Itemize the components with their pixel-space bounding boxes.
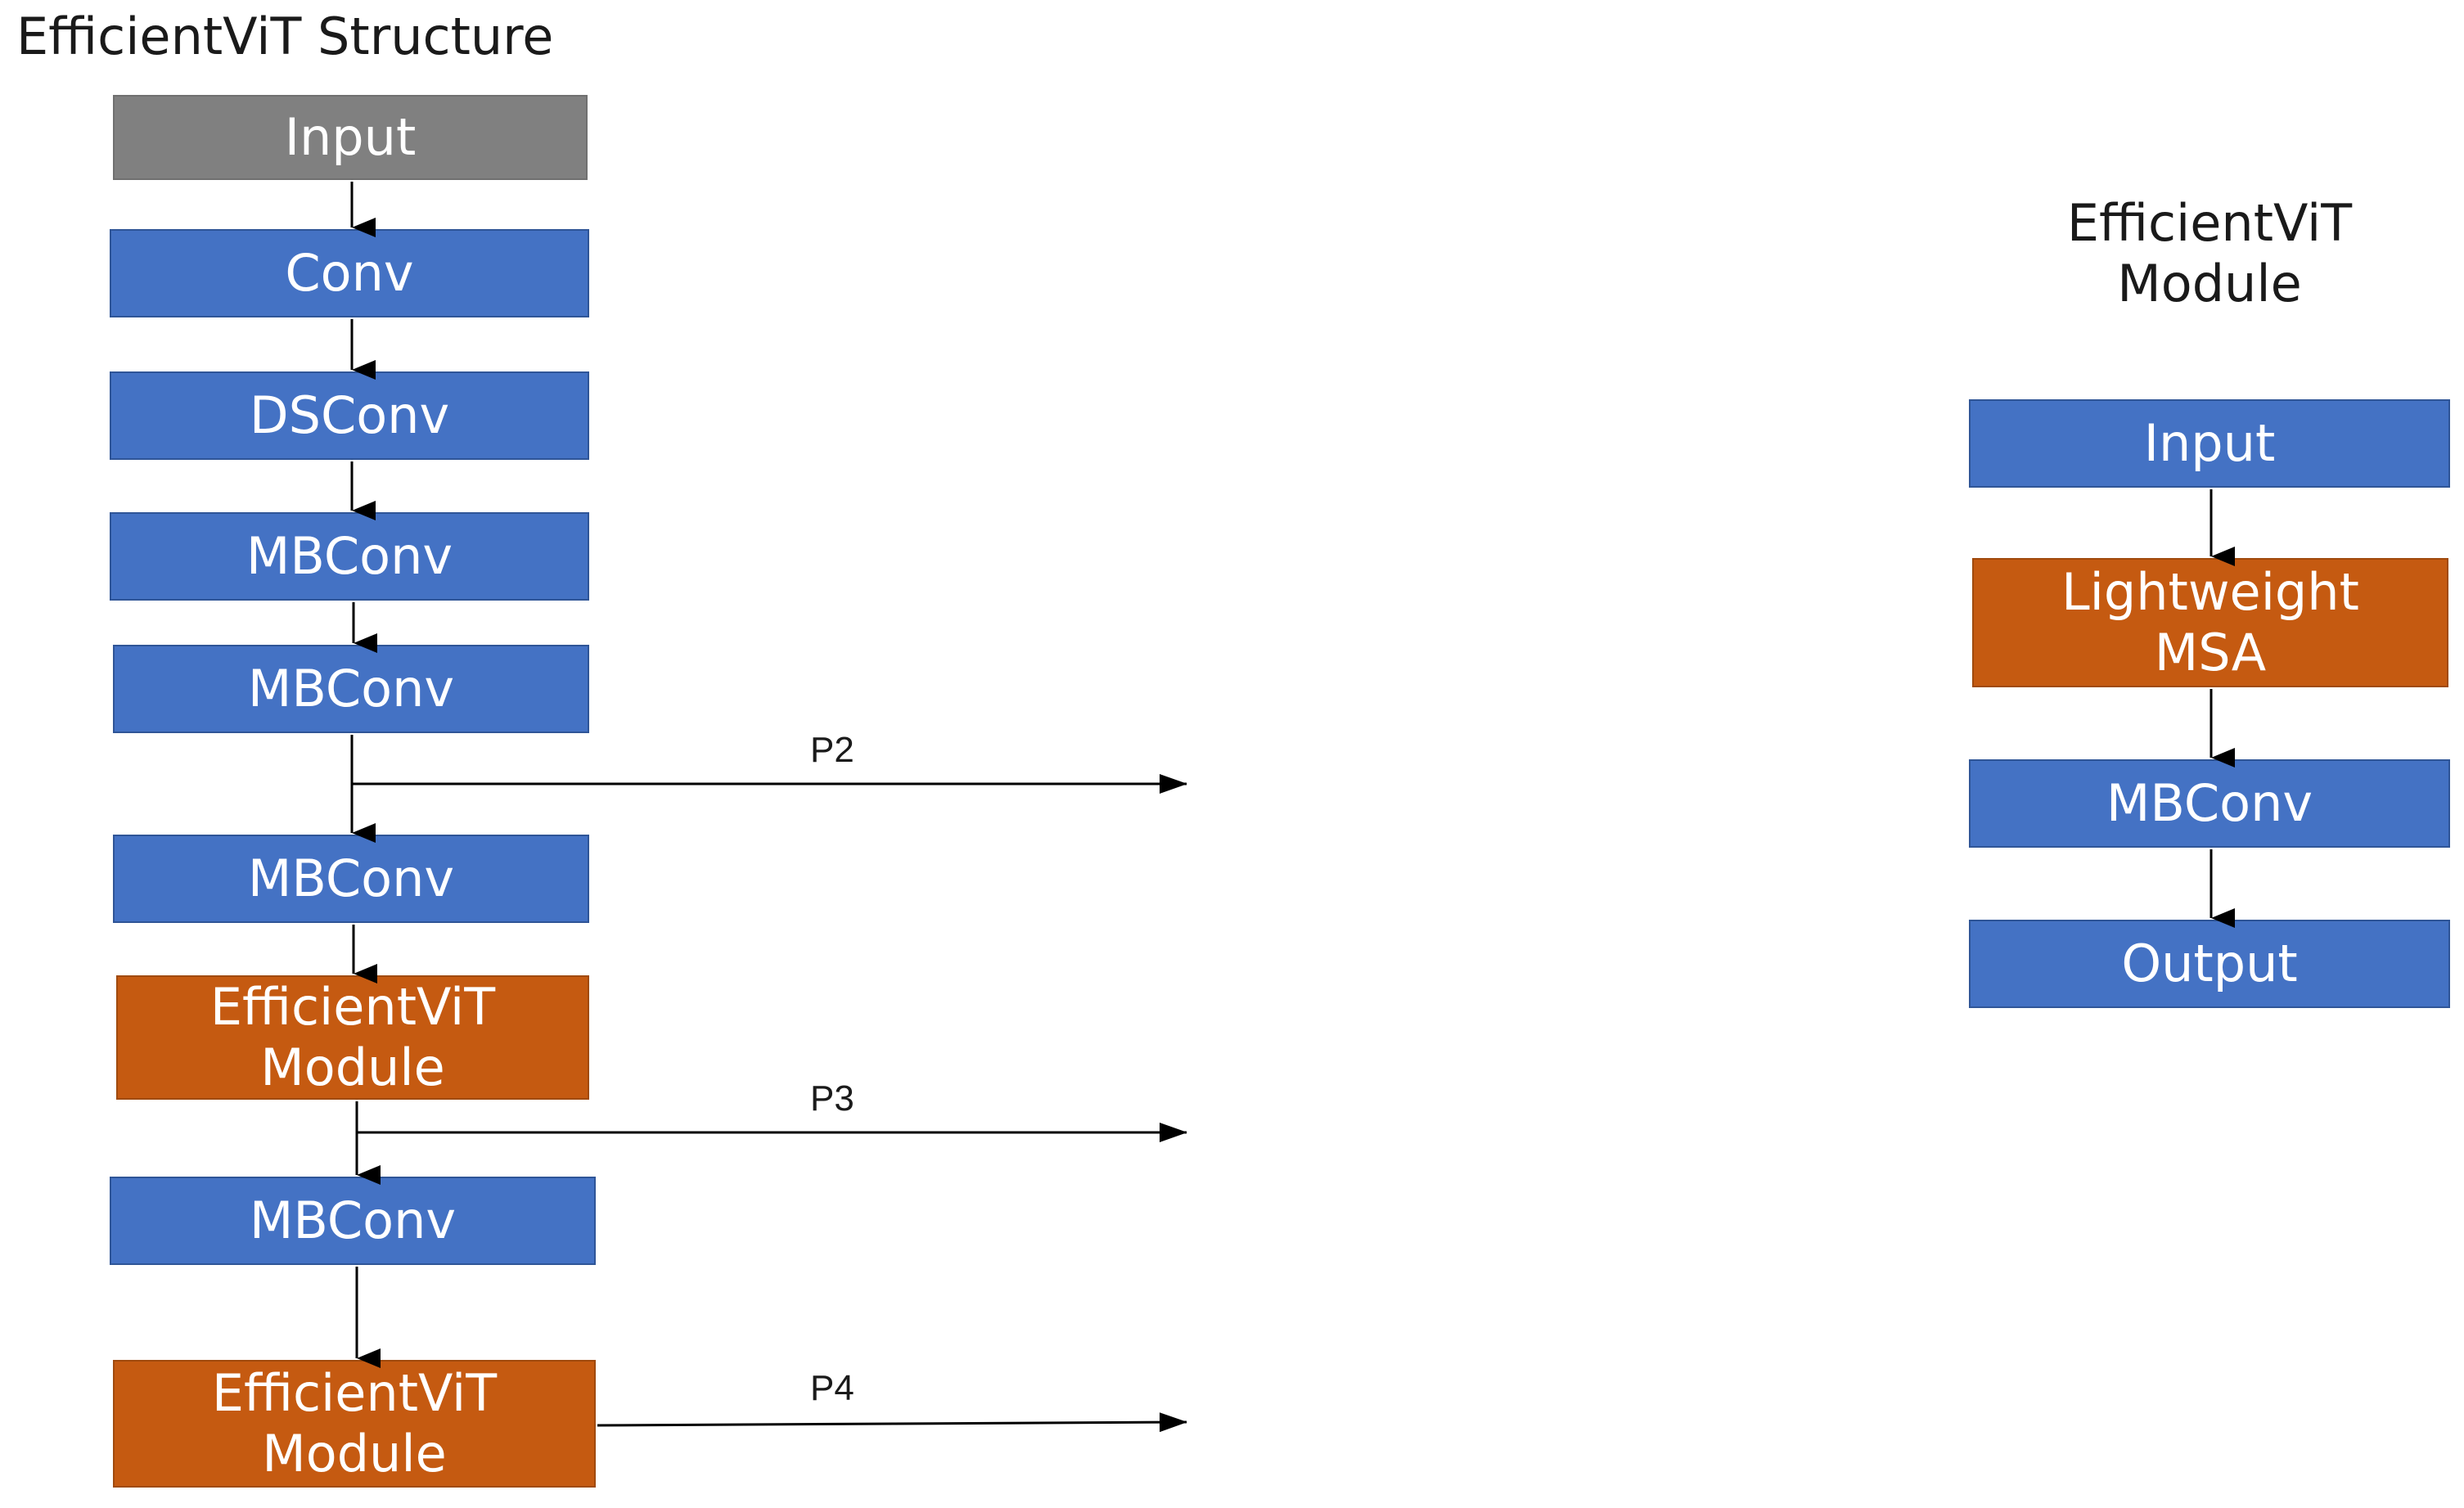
output-label-p3: P3 — [810, 1078, 854, 1119]
structure-title: EfficientViT Structure — [16, 7, 554, 66]
module-title: EfficientViT Module — [1964, 193, 2455, 314]
module-title-line1: EfficientViT — [2066, 193, 2353, 253]
module-block-input: Input — [1969, 399, 2450, 488]
block-label: MBConv — [247, 849, 455, 908]
block-label-line1: EfficientViT — [211, 1363, 498, 1423]
output-label-p2: P2 — [810, 730, 854, 770]
structure-block-dsconv: DSConv — [110, 371, 589, 460]
block-label: Output — [2121, 934, 2298, 993]
structure-block-efficientvit-module-2: EfficientViT Module — [113, 1360, 596, 1488]
module-block-output: Output — [1969, 920, 2450, 1008]
structure-block-mbconv-3: MBConv — [113, 835, 589, 923]
structure-block-mbconv-4: MBConv — [110, 1177, 596, 1265]
block-label-line2: MSA — [2154, 623, 2267, 682]
structure-block-efficientvit-module-1: EfficientViT Module — [116, 975, 589, 1100]
module-block-mbconv: MBConv — [1969, 759, 2450, 848]
block-label: Input — [2143, 413, 2276, 473]
block-label-line2: Module — [260, 1038, 445, 1097]
block-label: MBConv — [247, 659, 455, 718]
structure-block-mbconv-1: MBConv — [110, 512, 589, 601]
block-label-line2: Module — [262, 1424, 447, 1483]
module-title-line2: Module — [2117, 254, 2302, 313]
structure-block-mbconv-2: MBConv — [113, 645, 589, 733]
block-label: MBConv — [245, 526, 453, 586]
block-label: Conv — [285, 243, 414, 303]
block-label: MBConv — [249, 1191, 457, 1250]
module-block-lightweight-msa: Lightweight MSA — [1972, 558, 2448, 687]
block-label: DSConv — [249, 385, 450, 445]
block-label: MBConv — [2106, 773, 2313, 833]
structure-block-conv: Conv — [110, 229, 589, 317]
output-label-p4: P4 — [810, 1368, 854, 1408]
structure-block-input: Input — [113, 95, 588, 180]
block-label-line1: EfficientViT — [209, 977, 496, 1037]
arrow-p4 — [597, 1412, 1187, 1433]
block-label-line1: Lightweight — [2061, 562, 2359, 622]
block-label: Input — [284, 107, 417, 167]
